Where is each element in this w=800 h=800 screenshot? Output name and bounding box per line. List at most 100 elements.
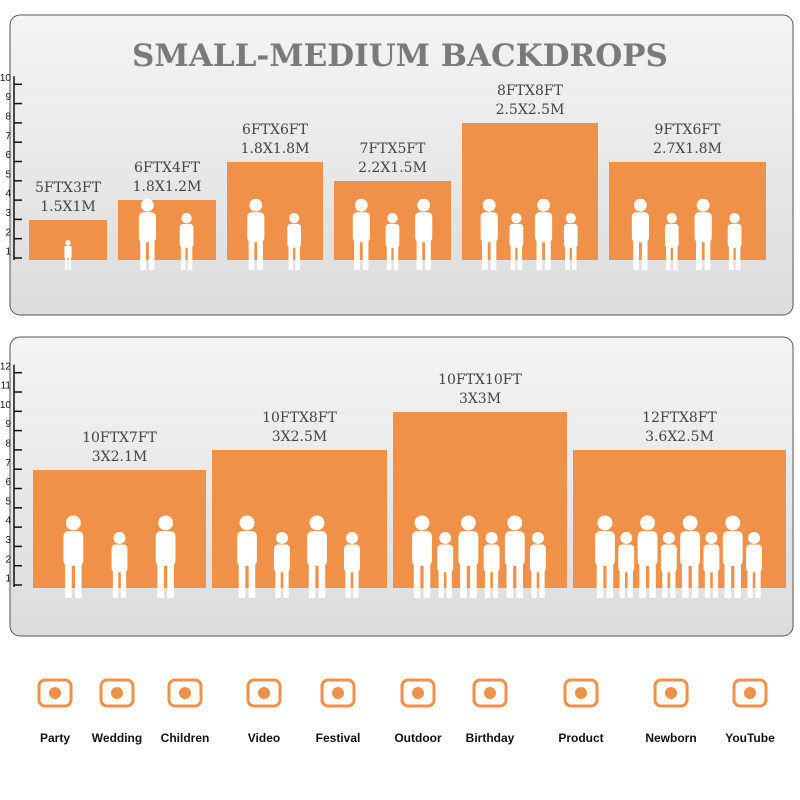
use-label: Children bbox=[161, 731, 210, 745]
ruler-label: 7 bbox=[5, 458, 11, 469]
body bbox=[415, 212, 433, 243]
leg bbox=[755, 570, 761, 598]
head bbox=[113, 532, 126, 544]
body bbox=[746, 544, 762, 573]
use-icon bbox=[472, 678, 508, 708]
silhouette bbox=[111, 532, 128, 598]
ruler-label: 4 bbox=[5, 516, 11, 527]
leg bbox=[238, 563, 246, 598]
size-ft: 12FTX8FT bbox=[642, 410, 717, 426]
leg bbox=[545, 240, 551, 270]
icon-dot bbox=[111, 687, 123, 699]
backdrop bbox=[227, 162, 323, 260]
silhouette bbox=[63, 515, 84, 598]
head bbox=[158, 515, 174, 531]
silhouette bbox=[727, 213, 742, 270]
ruler-label: 1 bbox=[5, 574, 11, 585]
head bbox=[417, 198, 431, 212]
leg bbox=[506, 563, 514, 598]
head bbox=[597, 515, 613, 531]
icon-shape bbox=[400, 678, 436, 708]
silhouette bbox=[458, 515, 479, 598]
leg bbox=[735, 246, 741, 270]
size-ft: 6FTX4FT bbox=[134, 160, 201, 176]
head bbox=[705, 532, 718, 544]
silhouette bbox=[664, 213, 679, 270]
body bbox=[664, 223, 679, 248]
leg bbox=[639, 563, 646, 598]
ruler-label: 8 bbox=[5, 112, 11, 123]
leg bbox=[633, 240, 639, 270]
silhouette bbox=[694, 198, 712, 270]
use-icon bbox=[732, 678, 768, 708]
icon-dot bbox=[179, 687, 191, 699]
leg bbox=[68, 257, 71, 270]
icon-dot bbox=[665, 687, 677, 699]
ruler-label: 3 bbox=[5, 535, 11, 546]
leg bbox=[734, 563, 741, 598]
body bbox=[437, 544, 454, 573]
use-label: Video bbox=[248, 731, 280, 745]
silhouette bbox=[722, 515, 743, 598]
body bbox=[530, 544, 546, 573]
leg bbox=[510, 246, 516, 270]
leg bbox=[413, 563, 421, 598]
leg bbox=[65, 563, 72, 598]
leg bbox=[75, 563, 82, 598]
leg bbox=[416, 240, 423, 270]
leg bbox=[531, 570, 537, 598]
silhouette bbox=[155, 515, 176, 598]
body bbox=[595, 531, 615, 566]
size-ft: 6FTX6FT bbox=[242, 122, 309, 138]
leg bbox=[670, 570, 676, 598]
ruler-label: 10 bbox=[0, 73, 11, 84]
body bbox=[274, 544, 290, 573]
ruler-label: 6 bbox=[5, 477, 11, 488]
leg bbox=[492, 570, 499, 598]
silhouette bbox=[247, 198, 265, 270]
leg bbox=[446, 570, 452, 598]
size-ft: 5FTX3FT bbox=[35, 180, 102, 196]
use-label: Product bbox=[558, 731, 603, 745]
ruler-label: 9 bbox=[5, 419, 11, 430]
size-m: 3.6X2.5M bbox=[645, 429, 714, 445]
icon-shape bbox=[472, 678, 508, 708]
silhouette bbox=[535, 198, 553, 270]
ruler-label: 3 bbox=[5, 208, 11, 219]
silhouette bbox=[64, 240, 72, 270]
leg bbox=[248, 240, 255, 270]
use-label: Outdoor bbox=[394, 731, 442, 745]
silhouette bbox=[237, 515, 257, 598]
backdrop bbox=[212, 450, 387, 588]
ruler-label: 1 bbox=[5, 247, 11, 258]
leg bbox=[704, 240, 711, 270]
body bbox=[637, 531, 658, 566]
head bbox=[414, 515, 430, 531]
head bbox=[620, 532, 633, 544]
body bbox=[509, 223, 524, 248]
leg bbox=[696, 240, 702, 270]
head bbox=[309, 515, 325, 531]
leg bbox=[295, 246, 300, 270]
head bbox=[662, 532, 675, 544]
leg bbox=[516, 563, 524, 598]
leg bbox=[425, 240, 431, 270]
ruler-label: 5 bbox=[5, 496, 11, 507]
size-ft: 10FTX7FT bbox=[82, 430, 157, 446]
leg bbox=[353, 570, 359, 598]
use-label: Party bbox=[40, 731, 70, 745]
silhouette bbox=[385, 213, 400, 270]
head bbox=[537, 198, 551, 212]
head bbox=[181, 213, 192, 224]
body bbox=[694, 212, 712, 243]
size-ft: 10FTX10FT bbox=[438, 372, 522, 388]
leg bbox=[362, 240, 369, 270]
size-m: 2.2X1.5M bbox=[358, 160, 427, 176]
leg bbox=[257, 240, 263, 270]
icon-dot bbox=[258, 687, 270, 699]
body bbox=[352, 212, 370, 243]
title: SMALL-MEDIUM BACKDROPS bbox=[132, 38, 668, 74]
body bbox=[727, 223, 742, 248]
ruler-label: 7 bbox=[5, 131, 11, 142]
silhouette bbox=[631, 198, 649, 270]
